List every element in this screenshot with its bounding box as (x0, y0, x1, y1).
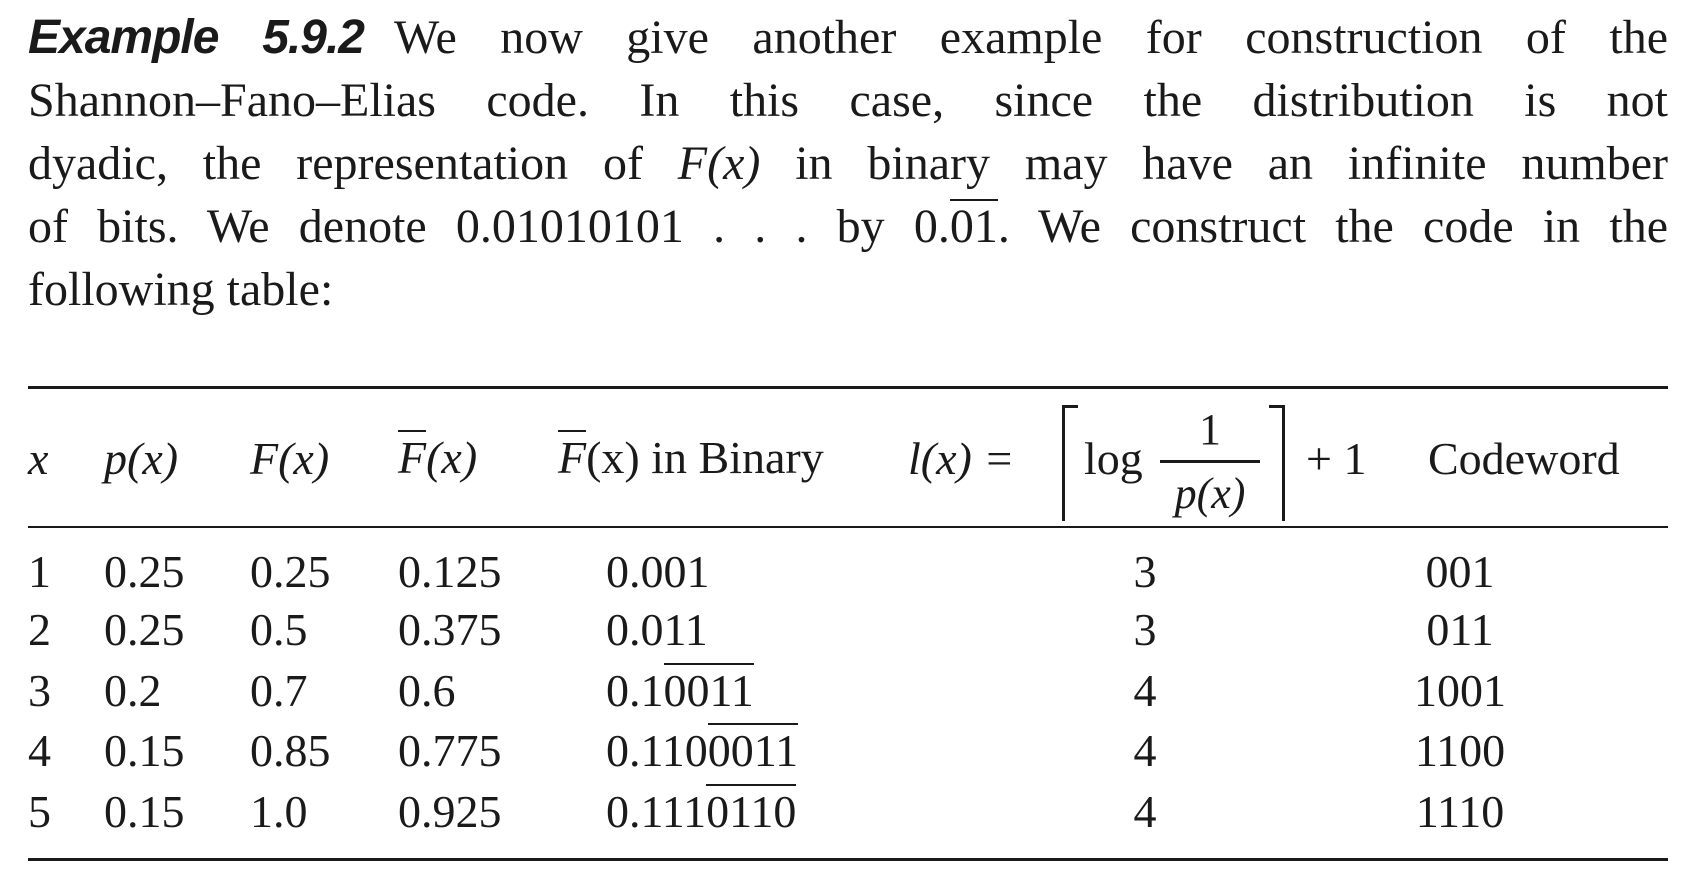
paragraph-text-1: We now give another example for construc… (393, 11, 1669, 64)
paragraph-text-4b: . We construct the code in the (997, 200, 1668, 253)
paragraph-line-3: dyadic, the representation of F(x) in bi… (28, 132, 1668, 195)
cell-Fx: 0.85 (250, 725, 331, 776)
cell-px: 0.2 (104, 665, 162, 716)
binary-repeating-overline: 0011 (663, 663, 754, 716)
binary-prefix: 0.011 (606, 604, 708, 655)
repeating-bits-overline: 01 (949, 199, 998, 253)
cell-px: 0.25 (104, 546, 185, 597)
cell-lx: 3 (1133, 604, 1157, 655)
cell-x: 5 (28, 786, 51, 837)
header-Fbin-rest: (x) in Binary (586, 432, 824, 483)
cell-Fbar: 0.125 (398, 546, 502, 597)
cell-Fbar-binary: 0.1110110 (606, 783, 797, 837)
header-Fbar: F(x) (398, 430, 477, 481)
binary-prefix: 0.1 (606, 665, 664, 716)
header-lx-den: p(x) (1174, 469, 1246, 518)
header-Fbar-letter: F (398, 430, 427, 483)
cell-px: 0.15 (104, 725, 185, 776)
header-lx-right: + 1 (1306, 433, 1367, 484)
cell-x: 2 (28, 604, 51, 655)
header-Fx: F(x) (250, 433, 330, 484)
paragraph-line-1: Example 5.9.2 We now give another example… (28, 6, 1668, 69)
cell-lx: 4 (1133, 786, 1157, 837)
paragraph-line-5: following table: (28, 263, 334, 316)
header-lx-left: l(x) = (908, 433, 1015, 484)
header-Fbin-letter: F (558, 430, 587, 483)
binary-prefix: 0.111 (606, 786, 707, 837)
cell-x: 3 (28, 665, 51, 716)
cell-Fbar-binary: 0.011 (606, 601, 708, 653)
cell-codeword: 1100 (1414, 725, 1506, 776)
fraction-bar (1160, 460, 1260, 463)
binary-prefix: 0.001 (606, 546, 710, 597)
example-heading: Example 5.9.2 (28, 11, 365, 64)
cell-codeword: 1001 (1414, 665, 1506, 716)
cell-Fbar-binary: 0.001 (606, 543, 710, 595)
binary-repeating-overline: 0011 (707, 723, 799, 776)
cell-x: 4 (28, 725, 51, 776)
cell-x: 1 (28, 546, 51, 597)
header-x: x (28, 433, 49, 484)
header-Fbar-rest: (x) (426, 432, 478, 483)
cell-codeword: 1110 (1415, 786, 1505, 837)
cell-Fx: 0.7 (250, 665, 308, 716)
cell-Fbar: 0.375 (398, 604, 502, 655)
paragraph-line-4: of bits. We denote 0.01010101 . . . by 0… (28, 195, 1668, 258)
paragraph-text-4a: of bits. We denote 0.01010101 . . . by 0… (28, 200, 950, 253)
cell-Fbar: 0.775 (398, 725, 502, 776)
cell-Fx: 0.5 (250, 604, 308, 655)
cell-lx: 3 (1133, 546, 1157, 597)
cell-Fx: 0.25 (250, 546, 331, 597)
cell-lx: 4 (1133, 665, 1157, 716)
header-lx-log: log (1084, 433, 1143, 484)
cell-lx: 4 (1133, 725, 1157, 776)
binary-prefix: 0.110 (606, 725, 708, 776)
ceil-right-bar (1282, 405, 1285, 521)
ceil-left-bar (1062, 405, 1065, 521)
paragraph-text-3a: dyadic, the representation of (28, 137, 678, 190)
header-codeword: Codeword (1428, 433, 1620, 484)
table-top-rule (28, 386, 1668, 389)
ceil-right-top (1269, 405, 1285, 408)
cell-px: 0.15 (104, 786, 185, 837)
table-bottom-rule (28, 858, 1668, 861)
cell-Fbar-binary: 0.1100011 (606, 722, 799, 776)
ceil-left-top (1062, 405, 1078, 408)
header-Fbar-binary: F(x) in Binary (558, 430, 824, 481)
binary-repeating-overline: 0110 (706, 784, 797, 837)
table-header-rule (28, 526, 1668, 528)
cell-Fbar: 0.6 (398, 665, 456, 716)
header-lx-num: 1 (1199, 405, 1221, 454)
cell-codeword: 001 (1425, 546, 1495, 597)
cell-Fbar-binary: 0.10011 (606, 662, 754, 714)
cell-Fbar: 0.925 (398, 786, 502, 837)
example-paragraph: Example 5.9.2 We now give another example… (28, 6, 1668, 321)
fx-inline: F(x) (677, 137, 761, 190)
cell-Fx: 1.0 (250, 786, 308, 837)
header-px: p(x) (104, 433, 179, 484)
cell-px: 0.25 (104, 604, 185, 655)
cell-codeword: 011 (1426, 604, 1494, 655)
paragraph-text-3b: in binary may have an infinite number (760, 137, 1668, 190)
paragraph-line-2: Shannon–Fano–Elias code. In this case, s… (28, 74, 1668, 127)
